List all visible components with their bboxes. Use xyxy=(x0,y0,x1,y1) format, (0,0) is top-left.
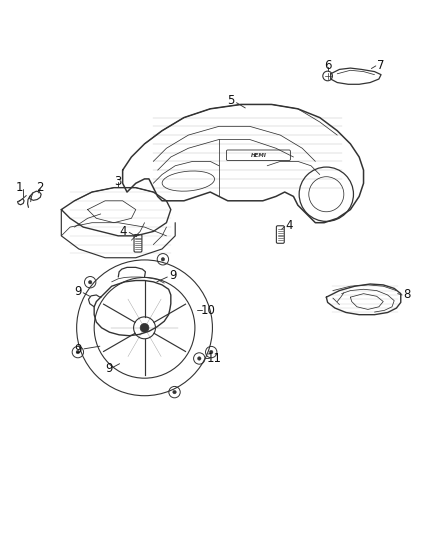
Text: 9: 9 xyxy=(105,361,113,375)
Text: 9: 9 xyxy=(74,343,82,356)
Text: 6: 6 xyxy=(324,59,332,72)
Text: HEMI: HEMI xyxy=(251,153,266,158)
Circle shape xyxy=(161,257,165,261)
Text: 1: 1 xyxy=(16,181,24,194)
Text: 9: 9 xyxy=(169,269,177,282)
Text: 7: 7 xyxy=(377,59,385,72)
Text: 10: 10 xyxy=(201,304,215,317)
Circle shape xyxy=(198,357,201,360)
Circle shape xyxy=(173,390,176,394)
Text: 8: 8 xyxy=(403,288,410,302)
Text: 4: 4 xyxy=(119,225,127,238)
Text: 11: 11 xyxy=(207,352,222,365)
Text: 9: 9 xyxy=(74,285,82,298)
Text: 5: 5 xyxy=(228,94,235,108)
Circle shape xyxy=(209,350,213,354)
Circle shape xyxy=(140,324,149,332)
Text: 4: 4 xyxy=(285,219,293,232)
Circle shape xyxy=(88,280,92,284)
Text: 2: 2 xyxy=(36,181,44,194)
Text: 3: 3 xyxy=(115,175,122,188)
Circle shape xyxy=(76,350,80,354)
